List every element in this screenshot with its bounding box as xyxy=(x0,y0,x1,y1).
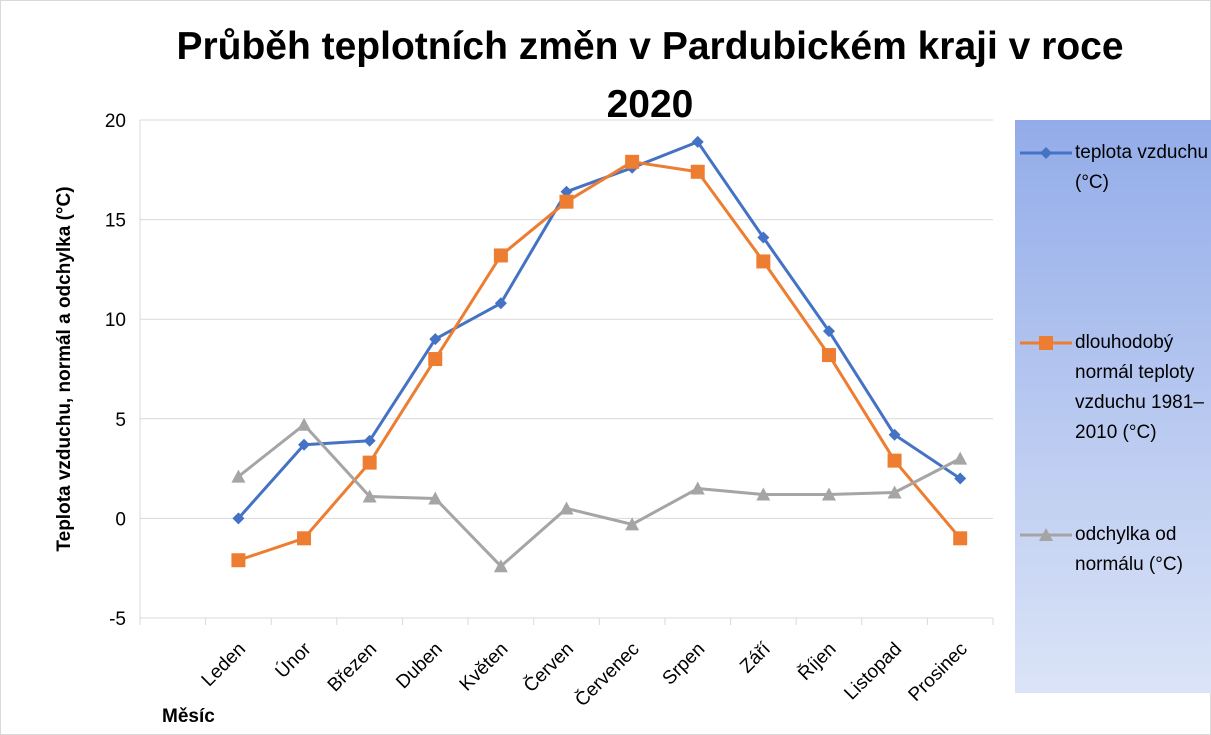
legend-label: odchylka od normálu (°C) xyxy=(1075,524,1183,575)
x-tick-label: Září xyxy=(736,638,775,677)
marker xyxy=(494,297,507,310)
legend-symbols xyxy=(1020,147,1072,541)
chart-title: Průběh teplotních změn v Pardubickém kra… xyxy=(176,25,1124,126)
series-line xyxy=(237,160,962,562)
marker xyxy=(428,491,443,505)
x-tick-label: Říjen xyxy=(794,638,841,685)
y-tick-label: 15 xyxy=(105,211,126,232)
marker xyxy=(559,194,574,209)
marker xyxy=(756,487,771,501)
y-tick-label: 20 xyxy=(105,111,126,132)
x-tick-label: Duben xyxy=(392,639,446,693)
x-tick-label: Červen xyxy=(519,638,578,697)
marker xyxy=(625,517,640,531)
y-tick-label: -5 xyxy=(109,609,126,630)
x-tick-label: Leden xyxy=(198,639,250,691)
legend-label: teplota vzduchu (°C) xyxy=(1075,142,1209,193)
marker xyxy=(822,325,835,338)
x-tick-label: Květen xyxy=(456,639,513,696)
marker xyxy=(362,489,377,503)
marker xyxy=(887,453,902,468)
marker xyxy=(690,481,705,495)
legend-label: dlouhodobý normál teploty vzduchu 1981–2… xyxy=(1075,332,1204,443)
x-tick-label: Červenec xyxy=(571,638,644,711)
x-axis-label: Měsíc xyxy=(162,706,215,727)
marker xyxy=(954,472,967,485)
y-tick-label: 0 xyxy=(115,509,126,530)
series-line xyxy=(237,140,962,520)
x-tick-label: Srpen xyxy=(659,639,710,690)
marker xyxy=(297,417,312,431)
marker xyxy=(428,352,443,367)
legend-marker xyxy=(1039,528,1053,541)
legend: teplota vzduchu (°C) dlouhodobý normál te… xyxy=(1015,120,1211,693)
marker xyxy=(625,154,640,169)
x-tick-label: Březen xyxy=(324,639,381,696)
marker xyxy=(493,559,508,573)
marker xyxy=(821,487,836,501)
y-axis-label: Teplota vzduchu, normál a odchylka (°C) xyxy=(54,186,75,551)
marker xyxy=(231,469,246,483)
marker xyxy=(232,512,245,525)
marker xyxy=(887,485,902,499)
marker xyxy=(953,451,968,465)
marker xyxy=(559,501,574,515)
marker xyxy=(691,135,704,148)
marker xyxy=(821,348,836,363)
marker xyxy=(362,455,377,470)
series-line xyxy=(237,423,961,568)
marker xyxy=(888,428,901,441)
marker xyxy=(363,434,376,447)
marker xyxy=(757,231,770,244)
legend-marker xyxy=(1040,147,1052,159)
x-tick-label: Únor xyxy=(271,638,316,683)
marker xyxy=(953,531,968,546)
legend-marker xyxy=(1039,336,1053,350)
marker xyxy=(493,248,508,263)
marker xyxy=(231,553,246,568)
marker xyxy=(756,254,771,269)
y-tick-label: 5 xyxy=(115,410,126,431)
marker xyxy=(298,438,311,451)
marker xyxy=(297,531,312,546)
marker xyxy=(429,333,442,346)
y-tick-label: 10 xyxy=(105,310,126,331)
x-tick-label: Listopad xyxy=(840,639,906,705)
x-tick-label: Prosinec xyxy=(905,639,972,706)
marker xyxy=(690,164,705,179)
